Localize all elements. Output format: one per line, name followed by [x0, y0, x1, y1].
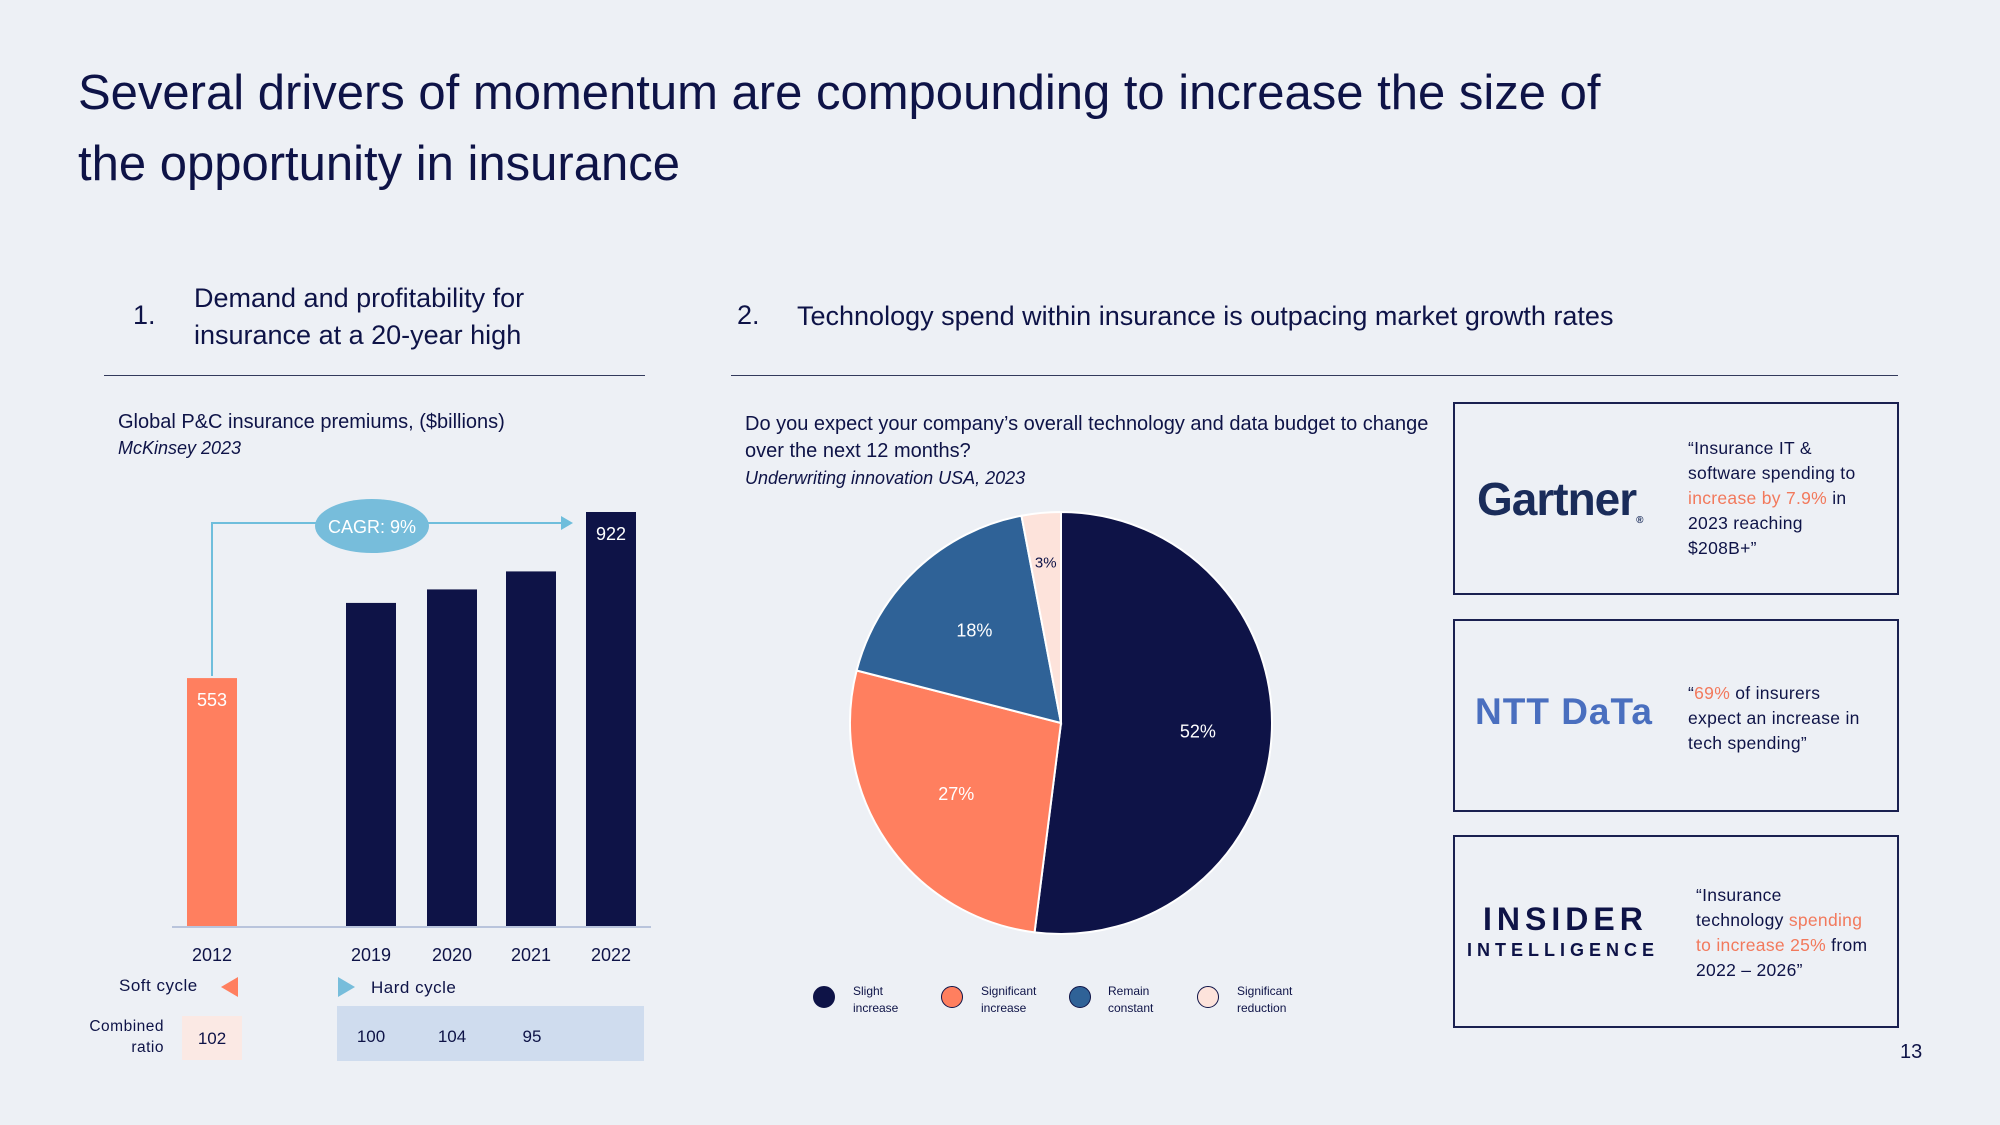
ntt-data-logo: NTT DaTa	[1475, 691, 1653, 732]
cagr-bubble	[315, 499, 429, 553]
soft-ratio-value: 102	[197, 1029, 227, 1048]
ntt-data-quote: “69% of insurers expect an increase in t…	[1688, 683, 1860, 753]
legend-label-slight-increase: Slight increase	[853, 984, 899, 1015]
cagr-connector	[211, 522, 562, 676]
hard-ratio-2019: 100	[356, 1027, 386, 1046]
legend-label-remain-constant: Remain constant	[1108, 984, 1154, 1015]
section1-number: 1.	[133, 300, 156, 330]
gartner-logo: Gartner®	[1477, 473, 1644, 526]
gartner-quote: “Insurance IT & software spending to inc…	[1688, 438, 1856, 558]
legend-swatch-significant-increase	[941, 986, 963, 1008]
insider-intelligence-card: INSIDER INTELLIGENCE “Insurance technolo…	[1453, 835, 1899, 1028]
hard-ratio-band	[337, 1006, 644, 1061]
section2-heading: Technology spend within insurance is out…	[797, 301, 1614, 331]
hard-cycle-arrow-icon	[338, 977, 355, 997]
legend-label-significant-reduction: Significant reduction	[1237, 984, 1293, 1015]
hard-cycle-label: Hard cycle	[371, 978, 457, 997]
soft-cycle-label: Soft cycle	[119, 976, 198, 995]
ntt-data-card: NTT DaTa “69% of insurers expect an incr…	[1453, 619, 1899, 812]
combined-ratio-label: Combined ratio	[89, 1018, 164, 1056]
legend-swatch-significant-reduction	[1197, 986, 1219, 1008]
bar-chart: 553 922 CAGR: 9%	[172, 499, 651, 928]
cagr-arrowhead	[561, 516, 573, 530]
page-number: 13	[1900, 1041, 1923, 1063]
gartner-card: Gartner® “Insurance IT & software spendi…	[1453, 402, 1899, 595]
pie-data-label-significant-reduction: 3%	[1035, 554, 1057, 571]
page-title: Several drivers of momentum are compound…	[78, 66, 1601, 191]
legend-swatch-slight-increase	[813, 986, 835, 1008]
category-label-2022: 2022	[590, 945, 632, 965]
intelligence-logo-word: INTELLIGENCE	[1467, 940, 1660, 960]
cagr-label: CAGR: 9%	[328, 517, 416, 537]
pie-chart-source: Underwriting innovation USA, 2023	[745, 468, 1026, 488]
category-label-2019: 2019	[350, 945, 392, 965]
pie-slice-slight-increase	[1033, 510, 1273, 935]
pie-slice-remain-constant	[855, 514, 1063, 725]
pie-legend: Slight increase Significant increase Remai…	[813, 983, 1333, 1023]
hard-ratio-2020: 104	[437, 1027, 467, 1046]
pie-data-label-significant-increase: 27%	[938, 784, 974, 804]
section2-divider	[731, 375, 1898, 376]
category-label-2020: 2020	[431, 945, 473, 965]
bar-2020	[427, 589, 477, 927]
section2-number: 2.	[737, 300, 760, 330]
bar-data-label-2012: 553	[197, 690, 227, 710]
category-label-2012: 2012	[191, 945, 233, 965]
bar-2012	[187, 678, 237, 927]
legend-swatch-remain-constant	[1069, 986, 1091, 1008]
pie-chart: 52% 27% 18% 3%	[849, 510, 1273, 935]
pie-data-label-remain-constant: 18%	[956, 621, 992, 641]
soft-cycle-arrow-icon	[221, 977, 238, 997]
insider-logo-word: INSIDER	[1483, 901, 1648, 937]
bar-2019	[346, 602, 396, 927]
bar-data-label-2022: 922	[596, 524, 626, 544]
pie-chart-title: Do you expect your company’s overall tec…	[745, 413, 1429, 462]
pie-slice-significant-increase	[849, 669, 1063, 934]
section1-heading: Demand and profitability for insurance a…	[194, 283, 525, 350]
bar-2022	[586, 512, 636, 927]
section1-divider	[104, 375, 645, 376]
bar-chart-title: Global P&C insurance premiums, ($billion…	[118, 411, 505, 433]
insider-quote: “Insurance technology spending to increa…	[1696, 885, 1868, 980]
soft-ratio-box	[182, 1016, 242, 1060]
bar-chart-source: McKinsey 2023	[118, 438, 242, 458]
pie-data-label-slight-increase: 52%	[1180, 722, 1216, 742]
category-label-2021: 2021	[510, 945, 552, 965]
legend-label-significant-increase: Significant increase	[981, 984, 1037, 1015]
bar-2021	[506, 571, 556, 927]
pie-slice-significant-reduction	[1020, 510, 1062, 724]
hard-ratio-2021: 95	[522, 1027, 542, 1046]
